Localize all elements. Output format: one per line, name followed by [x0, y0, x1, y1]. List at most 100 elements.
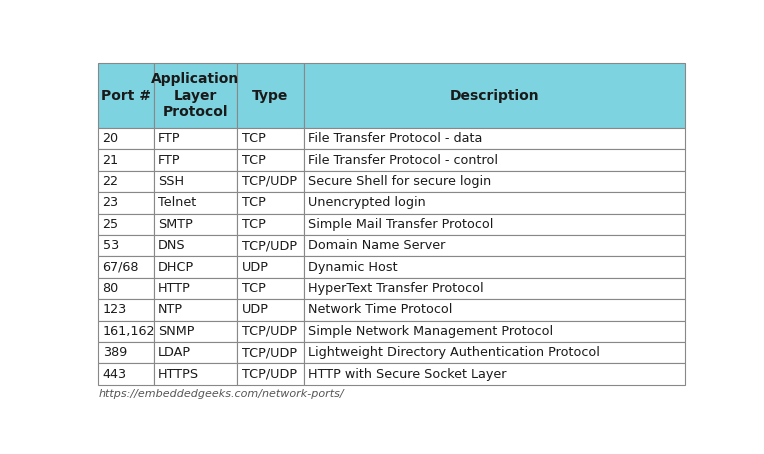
Text: HTTP with Secure Socket Layer: HTTP with Secure Socket Layer: [308, 368, 507, 380]
Bar: [303, 342, 685, 363]
Text: 67/68: 67/68: [102, 261, 139, 274]
Bar: [154, 278, 238, 299]
Bar: [303, 363, 685, 385]
Bar: [238, 299, 303, 321]
Text: Simple Network Management Protocol: Simple Network Management Protocol: [308, 325, 553, 338]
Text: Type: Type: [252, 89, 289, 103]
Bar: [99, 128, 154, 149]
Bar: [303, 171, 685, 192]
Bar: [238, 235, 303, 257]
Bar: [99, 192, 154, 213]
Text: Network Time Protocol: Network Time Protocol: [308, 303, 452, 316]
Bar: [238, 213, 303, 235]
Text: UDP: UDP: [241, 261, 268, 274]
Bar: [154, 235, 238, 257]
Bar: [99, 299, 154, 321]
Bar: [99, 213, 154, 235]
Text: Description: Description: [449, 89, 539, 103]
Bar: [99, 321, 154, 342]
Text: 80: 80: [102, 282, 119, 295]
Bar: [99, 278, 154, 299]
Bar: [154, 363, 238, 385]
Bar: [303, 278, 685, 299]
Bar: [99, 363, 154, 385]
Text: TCP/UDP: TCP/UDP: [241, 346, 296, 359]
Text: HTTPS: HTTPS: [157, 368, 199, 380]
Bar: [303, 299, 685, 321]
Bar: [303, 128, 685, 149]
Bar: [238, 278, 303, 299]
Text: 22: 22: [102, 175, 118, 188]
Text: 23: 23: [102, 196, 118, 209]
Bar: [99, 235, 154, 257]
Bar: [238, 128, 303, 149]
Bar: [303, 149, 685, 171]
Bar: [303, 321, 685, 342]
Text: 21: 21: [102, 153, 118, 167]
Text: TCP/UDP: TCP/UDP: [241, 175, 296, 188]
Text: UDP: UDP: [241, 303, 268, 316]
Bar: [154, 128, 238, 149]
Bar: [238, 342, 303, 363]
Text: 25: 25: [102, 218, 118, 231]
Text: Secure Shell for secure login: Secure Shell for secure login: [308, 175, 491, 188]
Text: TCP/UDP: TCP/UDP: [241, 239, 296, 252]
Bar: [238, 171, 303, 192]
Text: FTP: FTP: [157, 132, 180, 145]
Text: Dynamic Host: Dynamic Host: [308, 261, 397, 274]
Bar: [303, 63, 685, 128]
Bar: [154, 63, 238, 128]
Text: TCP: TCP: [241, 153, 265, 167]
Text: 123: 123: [102, 303, 127, 316]
Text: 161,162: 161,162: [102, 325, 155, 338]
Text: 443: 443: [102, 368, 127, 380]
Text: NTP: NTP: [157, 303, 183, 316]
Bar: [154, 192, 238, 213]
Text: HTTP: HTTP: [157, 282, 190, 295]
Text: FTP: FTP: [157, 153, 180, 167]
Bar: [238, 149, 303, 171]
Text: 389: 389: [102, 346, 127, 359]
Text: TCP: TCP: [241, 132, 265, 145]
Bar: [99, 171, 154, 192]
Bar: [99, 257, 154, 278]
Text: Lightweight Directory Authentication Protocol: Lightweight Directory Authentication Pro…: [308, 346, 600, 359]
Bar: [238, 63, 303, 128]
Bar: [99, 63, 154, 128]
Text: DHCP: DHCP: [157, 261, 194, 274]
Text: SNMP: SNMP: [157, 325, 194, 338]
Text: TCP: TCP: [241, 282, 265, 295]
Bar: [303, 213, 685, 235]
Text: 20: 20: [102, 132, 118, 145]
Text: TCP: TCP: [241, 218, 265, 231]
Text: TCP/UDP: TCP/UDP: [241, 368, 296, 380]
Text: DNS: DNS: [157, 239, 186, 252]
Bar: [154, 321, 238, 342]
Text: TCP/UDP: TCP/UDP: [241, 325, 296, 338]
Text: Port #: Port #: [101, 89, 151, 103]
Text: Simple Mail Transfer Protocol: Simple Mail Transfer Protocol: [308, 218, 493, 231]
Text: HyperText Transfer Protocol: HyperText Transfer Protocol: [308, 282, 484, 295]
Bar: [238, 321, 303, 342]
Bar: [99, 342, 154, 363]
Text: Domain Name Server: Domain Name Server: [308, 239, 445, 252]
Bar: [154, 171, 238, 192]
Text: Telnet: Telnet: [157, 196, 196, 209]
Bar: [99, 149, 154, 171]
Text: LDAP: LDAP: [157, 346, 191, 359]
Bar: [238, 192, 303, 213]
Bar: [154, 342, 238, 363]
Bar: [154, 213, 238, 235]
Text: https://embeddedgeeks.com/network-ports/: https://embeddedgeeks.com/network-ports/: [99, 389, 344, 399]
Bar: [303, 235, 685, 257]
Bar: [154, 299, 238, 321]
Text: File Transfer Protocol - data: File Transfer Protocol - data: [308, 132, 482, 145]
Bar: [238, 257, 303, 278]
Bar: [303, 192, 685, 213]
Bar: [238, 363, 303, 385]
Text: SMTP: SMTP: [157, 218, 193, 231]
Bar: [303, 257, 685, 278]
Text: Application
Layer
Protocol: Application Layer Protocol: [151, 72, 240, 119]
Bar: [154, 149, 238, 171]
Bar: [154, 257, 238, 278]
